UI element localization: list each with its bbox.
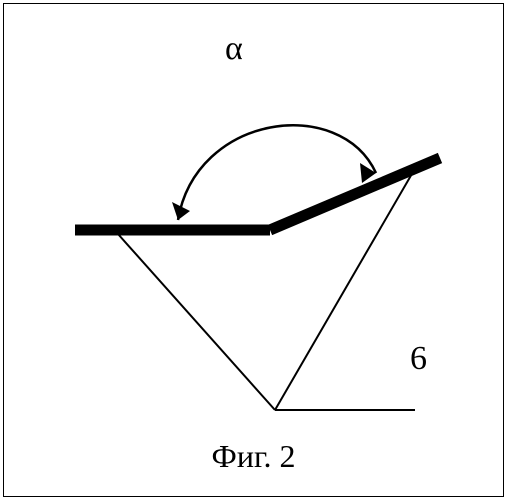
alpha-label: α xyxy=(225,30,243,68)
figure-caption: Фиг. 2 xyxy=(0,438,507,475)
figure-stage: α 6 Фиг. 2 xyxy=(0,0,507,500)
outer-frame xyxy=(3,3,504,497)
reference-number-6: 6 xyxy=(410,340,427,378)
